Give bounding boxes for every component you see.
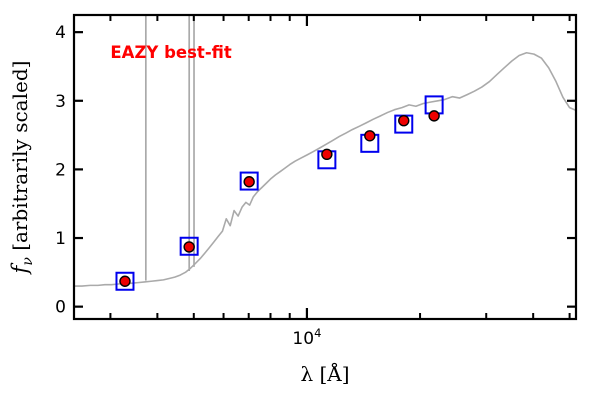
best-fit-spectrum-line	[74, 51, 576, 287]
observed-photometry-point	[183, 241, 195, 253]
x-axis-title: λ [Å]	[300, 361, 349, 386]
spectrum-path	[74, 51, 576, 287]
y-tick-label: 3	[55, 92, 66, 112]
y-axis-tick-labels: 0 1 2 3 4	[55, 23, 66, 317]
plot-background	[74, 15, 576, 319]
y-axis-title: fν [arbitrarily scaled]	[8, 61, 36, 276]
observed-photometry-point	[321, 148, 333, 161]
observed-photometry-point	[243, 176, 255, 188]
emission-line-group	[144, 15, 195, 281]
y-axis-ticks	[74, 31, 576, 308]
model-photometry-marker	[239, 171, 259, 191]
x-axis-ticks	[109, 15, 571, 319]
y-tick-label: 1	[55, 229, 66, 249]
annotation-eazy-best-fit: EAZY best-fit	[110, 43, 231, 62]
y-tick-label: 0	[55, 298, 66, 318]
observed-photometry-group	[119, 110, 440, 287]
y-tick-label: 4	[55, 23, 66, 43]
x-axis-tick-label-10e4: 104	[292, 326, 321, 349]
y-tick-label: 2	[55, 160, 66, 180]
observed-photometry-point	[428, 110, 440, 122]
observed-photometry-point	[398, 114, 410, 127]
observed-photometry-point	[364, 130, 376, 142]
axes-frame	[72, 13, 578, 321]
model-photometry-marker	[179, 236, 199, 256]
observed-photometry-point	[119, 275, 131, 287]
model-photometry-marker	[115, 271, 135, 291]
